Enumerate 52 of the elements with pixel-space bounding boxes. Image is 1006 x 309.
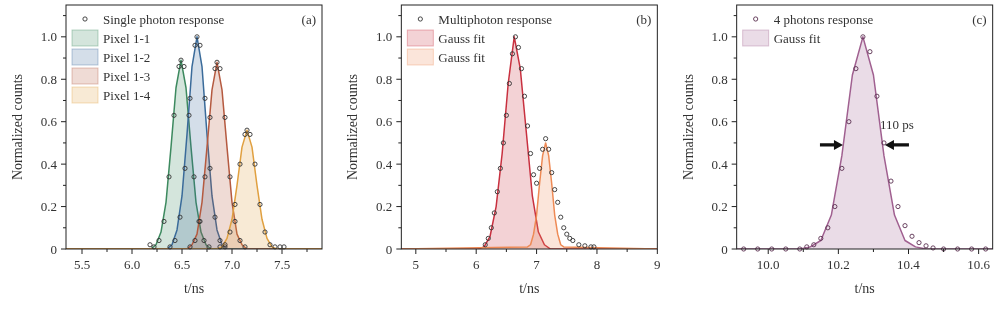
legend-label: Pixel 1-2 bbox=[103, 50, 151, 65]
y-tick-label: 1.0 bbox=[376, 29, 393, 45]
y-tick-label: 0 bbox=[721, 241, 728, 257]
legend-label: Pixel 1-1 bbox=[103, 31, 151, 46]
y-tick-label: 0.2 bbox=[40, 199, 57, 215]
x-tick-label: 6.0 bbox=[123, 257, 141, 272]
x-tick-label: 8 bbox=[593, 257, 601, 272]
x-tick-label: 5 bbox=[412, 257, 420, 272]
x-tick-label: 6 bbox=[472, 257, 480, 272]
legend-label: Pixel 1-4 bbox=[103, 88, 151, 103]
legend-label: Pixel 1-3 bbox=[103, 69, 151, 84]
y-tick-label: 0.4 bbox=[40, 156, 58, 172]
annotation: (a) bbox=[301, 12, 316, 27]
y-axis-title: Normalized counts bbox=[345, 73, 361, 181]
x-tick-label: 7.5 bbox=[273, 257, 291, 272]
y-tick-label: 0.2 bbox=[711, 199, 728, 215]
x-tick-label: 10.2 bbox=[826, 257, 850, 272]
y-tick-label: 0.2 bbox=[376, 199, 393, 215]
annotation: (b) bbox=[636, 12, 652, 27]
x-tick-label: 7.0 bbox=[223, 257, 241, 272]
x-tick-label: 10.4 bbox=[897, 257, 921, 272]
legend-label: 4 photons response bbox=[773, 12, 874, 27]
y-tick-label: 0.6 bbox=[40, 114, 58, 130]
legend-label: Gauss fit bbox=[438, 31, 486, 46]
annotation: (c) bbox=[972, 12, 987, 27]
legend-label: Gauss fit bbox=[773, 31, 821, 46]
legend-label: Multiphoton response bbox=[438, 12, 553, 27]
y-tick-label: 0.8 bbox=[711, 71, 728, 87]
x-axis-title: t/ns bbox=[854, 281, 875, 296]
x-tick-label: 10.6 bbox=[967, 257, 991, 272]
y-axis-title: Normalized counts bbox=[680, 73, 696, 181]
legend-label: Gauss fit bbox=[438, 50, 486, 65]
x-tick-label: 6.5 bbox=[173, 257, 191, 272]
y-tick-label: 0.8 bbox=[376, 71, 393, 87]
x-axis-title: t/ns bbox=[519, 281, 540, 296]
x-tick-label: 10.0 bbox=[756, 257, 780, 272]
y-tick-label: 1.0 bbox=[711, 29, 728, 45]
y-tick-label: 0.8 bbox=[40, 71, 57, 87]
y-tick-label: 0.6 bbox=[711, 114, 729, 130]
y-tick-label: 0.6 bbox=[376, 114, 393, 130]
y-tick-label: 0 bbox=[50, 241, 57, 257]
y-tick-label: 0.4 bbox=[376, 156, 393, 172]
y-tick-label: 0 bbox=[385, 241, 393, 257]
x-tick-label: 5.5 bbox=[73, 257, 91, 272]
y-axis-title: Normalized counts bbox=[10, 73, 25, 181]
x-tick-label: 7 bbox=[533, 257, 541, 272]
y-tick-label: 0.4 bbox=[711, 156, 729, 172]
x-axis-title: t/ns bbox=[183, 281, 205, 296]
y-tick-label: 1.0 bbox=[40, 29, 57, 45]
legend-label: Single photon response bbox=[103, 12, 225, 27]
annotation: 110 ps bbox=[880, 116, 914, 132]
x-tick-label: 9 bbox=[654, 257, 661, 272]
